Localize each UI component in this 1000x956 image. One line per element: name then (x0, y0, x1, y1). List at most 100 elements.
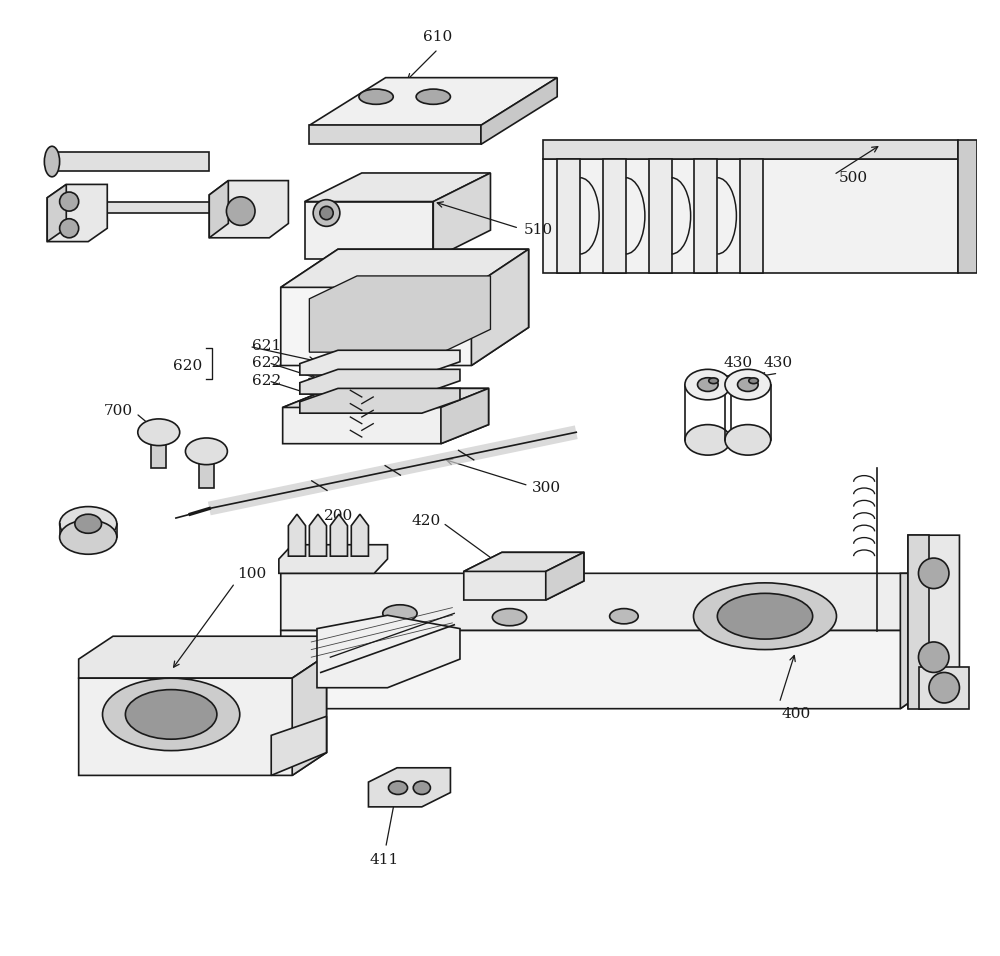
Text: 610: 610 (423, 31, 453, 44)
Text: 200: 200 (324, 509, 353, 523)
Text: 411: 411 (369, 853, 398, 867)
Polygon shape (79, 637, 327, 678)
Ellipse shape (918, 642, 949, 672)
Polygon shape (543, 159, 958, 273)
Polygon shape (900, 574, 938, 708)
Text: 622: 622 (252, 374, 281, 388)
Polygon shape (283, 388, 489, 444)
Ellipse shape (929, 672, 959, 703)
Text: 622: 622 (252, 356, 281, 370)
Text: 500: 500 (838, 171, 868, 185)
Polygon shape (199, 461, 214, 488)
Polygon shape (309, 514, 327, 556)
Polygon shape (740, 159, 763, 273)
Polygon shape (79, 655, 327, 775)
Ellipse shape (138, 419, 180, 445)
Polygon shape (433, 173, 490, 259)
Polygon shape (317, 616, 460, 687)
Polygon shape (464, 553, 584, 600)
Polygon shape (47, 185, 66, 242)
Polygon shape (908, 535, 959, 708)
Polygon shape (649, 159, 672, 273)
Ellipse shape (918, 558, 949, 589)
Polygon shape (288, 514, 306, 556)
Ellipse shape (388, 781, 408, 794)
Text: 620: 620 (173, 358, 203, 373)
Polygon shape (919, 666, 969, 708)
Ellipse shape (685, 424, 731, 455)
Polygon shape (543, 140, 958, 159)
Ellipse shape (185, 438, 227, 465)
Polygon shape (281, 250, 529, 288)
Polygon shape (694, 159, 717, 273)
Polygon shape (464, 553, 584, 572)
Ellipse shape (60, 219, 79, 238)
Polygon shape (52, 152, 209, 171)
Polygon shape (309, 77, 557, 125)
Polygon shape (351, 514, 368, 556)
Polygon shape (100, 202, 219, 213)
Ellipse shape (320, 206, 333, 220)
Ellipse shape (685, 369, 731, 400)
Ellipse shape (125, 689, 217, 739)
Ellipse shape (226, 197, 255, 226)
Polygon shape (209, 181, 228, 238)
Ellipse shape (60, 520, 117, 554)
Ellipse shape (492, 609, 527, 626)
Ellipse shape (75, 514, 102, 533)
Polygon shape (292, 655, 327, 775)
Text: 700: 700 (104, 404, 133, 419)
Ellipse shape (60, 192, 79, 211)
Polygon shape (958, 140, 977, 273)
Polygon shape (309, 125, 481, 144)
Polygon shape (281, 574, 938, 631)
Polygon shape (330, 514, 347, 556)
Ellipse shape (709, 378, 718, 383)
Polygon shape (281, 250, 529, 365)
Ellipse shape (717, 594, 813, 640)
Polygon shape (908, 535, 929, 708)
Polygon shape (546, 553, 584, 600)
Ellipse shape (103, 678, 240, 750)
Ellipse shape (44, 146, 60, 177)
Ellipse shape (383, 605, 417, 622)
Text: 430: 430 (764, 357, 793, 370)
Ellipse shape (416, 89, 450, 104)
Polygon shape (471, 250, 529, 365)
Polygon shape (283, 388, 489, 407)
Polygon shape (271, 716, 327, 775)
Polygon shape (300, 388, 460, 413)
Polygon shape (281, 604, 938, 708)
Text: 100: 100 (237, 567, 266, 581)
Polygon shape (300, 369, 460, 394)
Ellipse shape (610, 609, 638, 624)
Polygon shape (305, 173, 490, 202)
Polygon shape (481, 77, 557, 144)
Ellipse shape (694, 583, 836, 649)
Polygon shape (209, 181, 288, 238)
Ellipse shape (413, 781, 430, 794)
Ellipse shape (60, 507, 117, 541)
Polygon shape (300, 350, 460, 375)
Ellipse shape (313, 200, 340, 227)
Polygon shape (305, 202, 433, 259)
Polygon shape (151, 442, 166, 468)
Ellipse shape (725, 369, 771, 400)
Text: 621: 621 (252, 339, 281, 354)
Polygon shape (309, 276, 490, 352)
Polygon shape (603, 159, 626, 273)
Polygon shape (557, 159, 580, 273)
Polygon shape (441, 388, 489, 444)
Ellipse shape (359, 89, 393, 104)
Text: 400: 400 (781, 706, 810, 721)
Text: 510: 510 (524, 223, 553, 237)
Ellipse shape (749, 378, 758, 383)
Polygon shape (47, 185, 107, 242)
Text: 420: 420 (412, 514, 441, 528)
Ellipse shape (725, 424, 771, 455)
Ellipse shape (698, 378, 718, 391)
Polygon shape (368, 768, 450, 807)
Text: 300: 300 (531, 481, 561, 494)
Polygon shape (279, 545, 388, 574)
Text: 430: 430 (724, 357, 753, 370)
